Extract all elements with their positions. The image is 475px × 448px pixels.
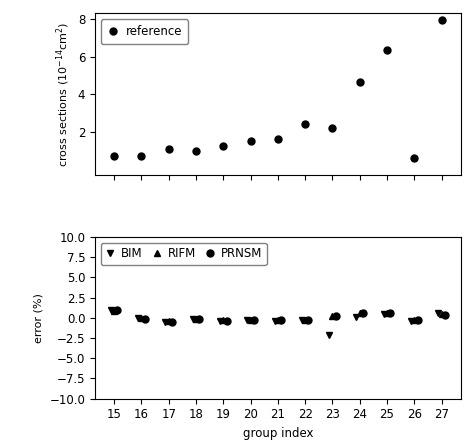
Legend: reference: reference [101,19,188,44]
BIM [217,319,223,324]
RIFM [357,310,362,316]
Y-axis label: error (%): error (%) [34,293,44,343]
X-axis label: group index: group index [243,427,313,440]
RIFM [166,319,171,324]
RIFM [330,314,335,319]
RIFM [248,318,254,323]
PRNSM [333,313,339,319]
PRNSM [142,316,148,321]
BIM [381,311,387,316]
BIM [353,314,359,320]
RIFM [111,308,117,314]
PRNSM [114,307,120,313]
BIM [108,307,114,312]
Line: PRNSM: PRNSM [114,306,448,325]
RIFM [302,317,308,323]
BIM [245,318,250,323]
RIFM [411,317,417,323]
BIM [408,318,414,323]
BIM [272,318,277,323]
RIFM [139,315,144,321]
PRNSM [224,318,229,323]
PRNSM [360,310,366,315]
Legend: BIM, RIFM, PRNSM: BIM, RIFM, PRNSM [101,243,266,265]
BIM [299,318,305,323]
RIFM [384,310,390,316]
RIFM [220,318,226,323]
PRNSM [169,319,175,324]
BIM [162,319,168,325]
RIFM [193,316,199,322]
PRNSM [305,317,311,323]
BIM [436,310,441,315]
BIM [135,315,141,321]
PRNSM [388,310,393,316]
Line: BIM: BIM [107,306,442,338]
PRNSM [197,317,202,322]
RIFM [275,318,281,323]
PRNSM [278,318,284,323]
PRNSM [251,318,256,323]
BIM [190,316,196,321]
PRNSM [415,317,420,323]
RIFM [439,311,445,316]
BIM [326,332,332,337]
Line: RIFM: RIFM [111,307,445,325]
Y-axis label: cross sections (10$^{-14}$cm$^2$): cross sections (10$^{-14}$cm$^2$) [55,22,72,167]
PRNSM [442,312,448,317]
